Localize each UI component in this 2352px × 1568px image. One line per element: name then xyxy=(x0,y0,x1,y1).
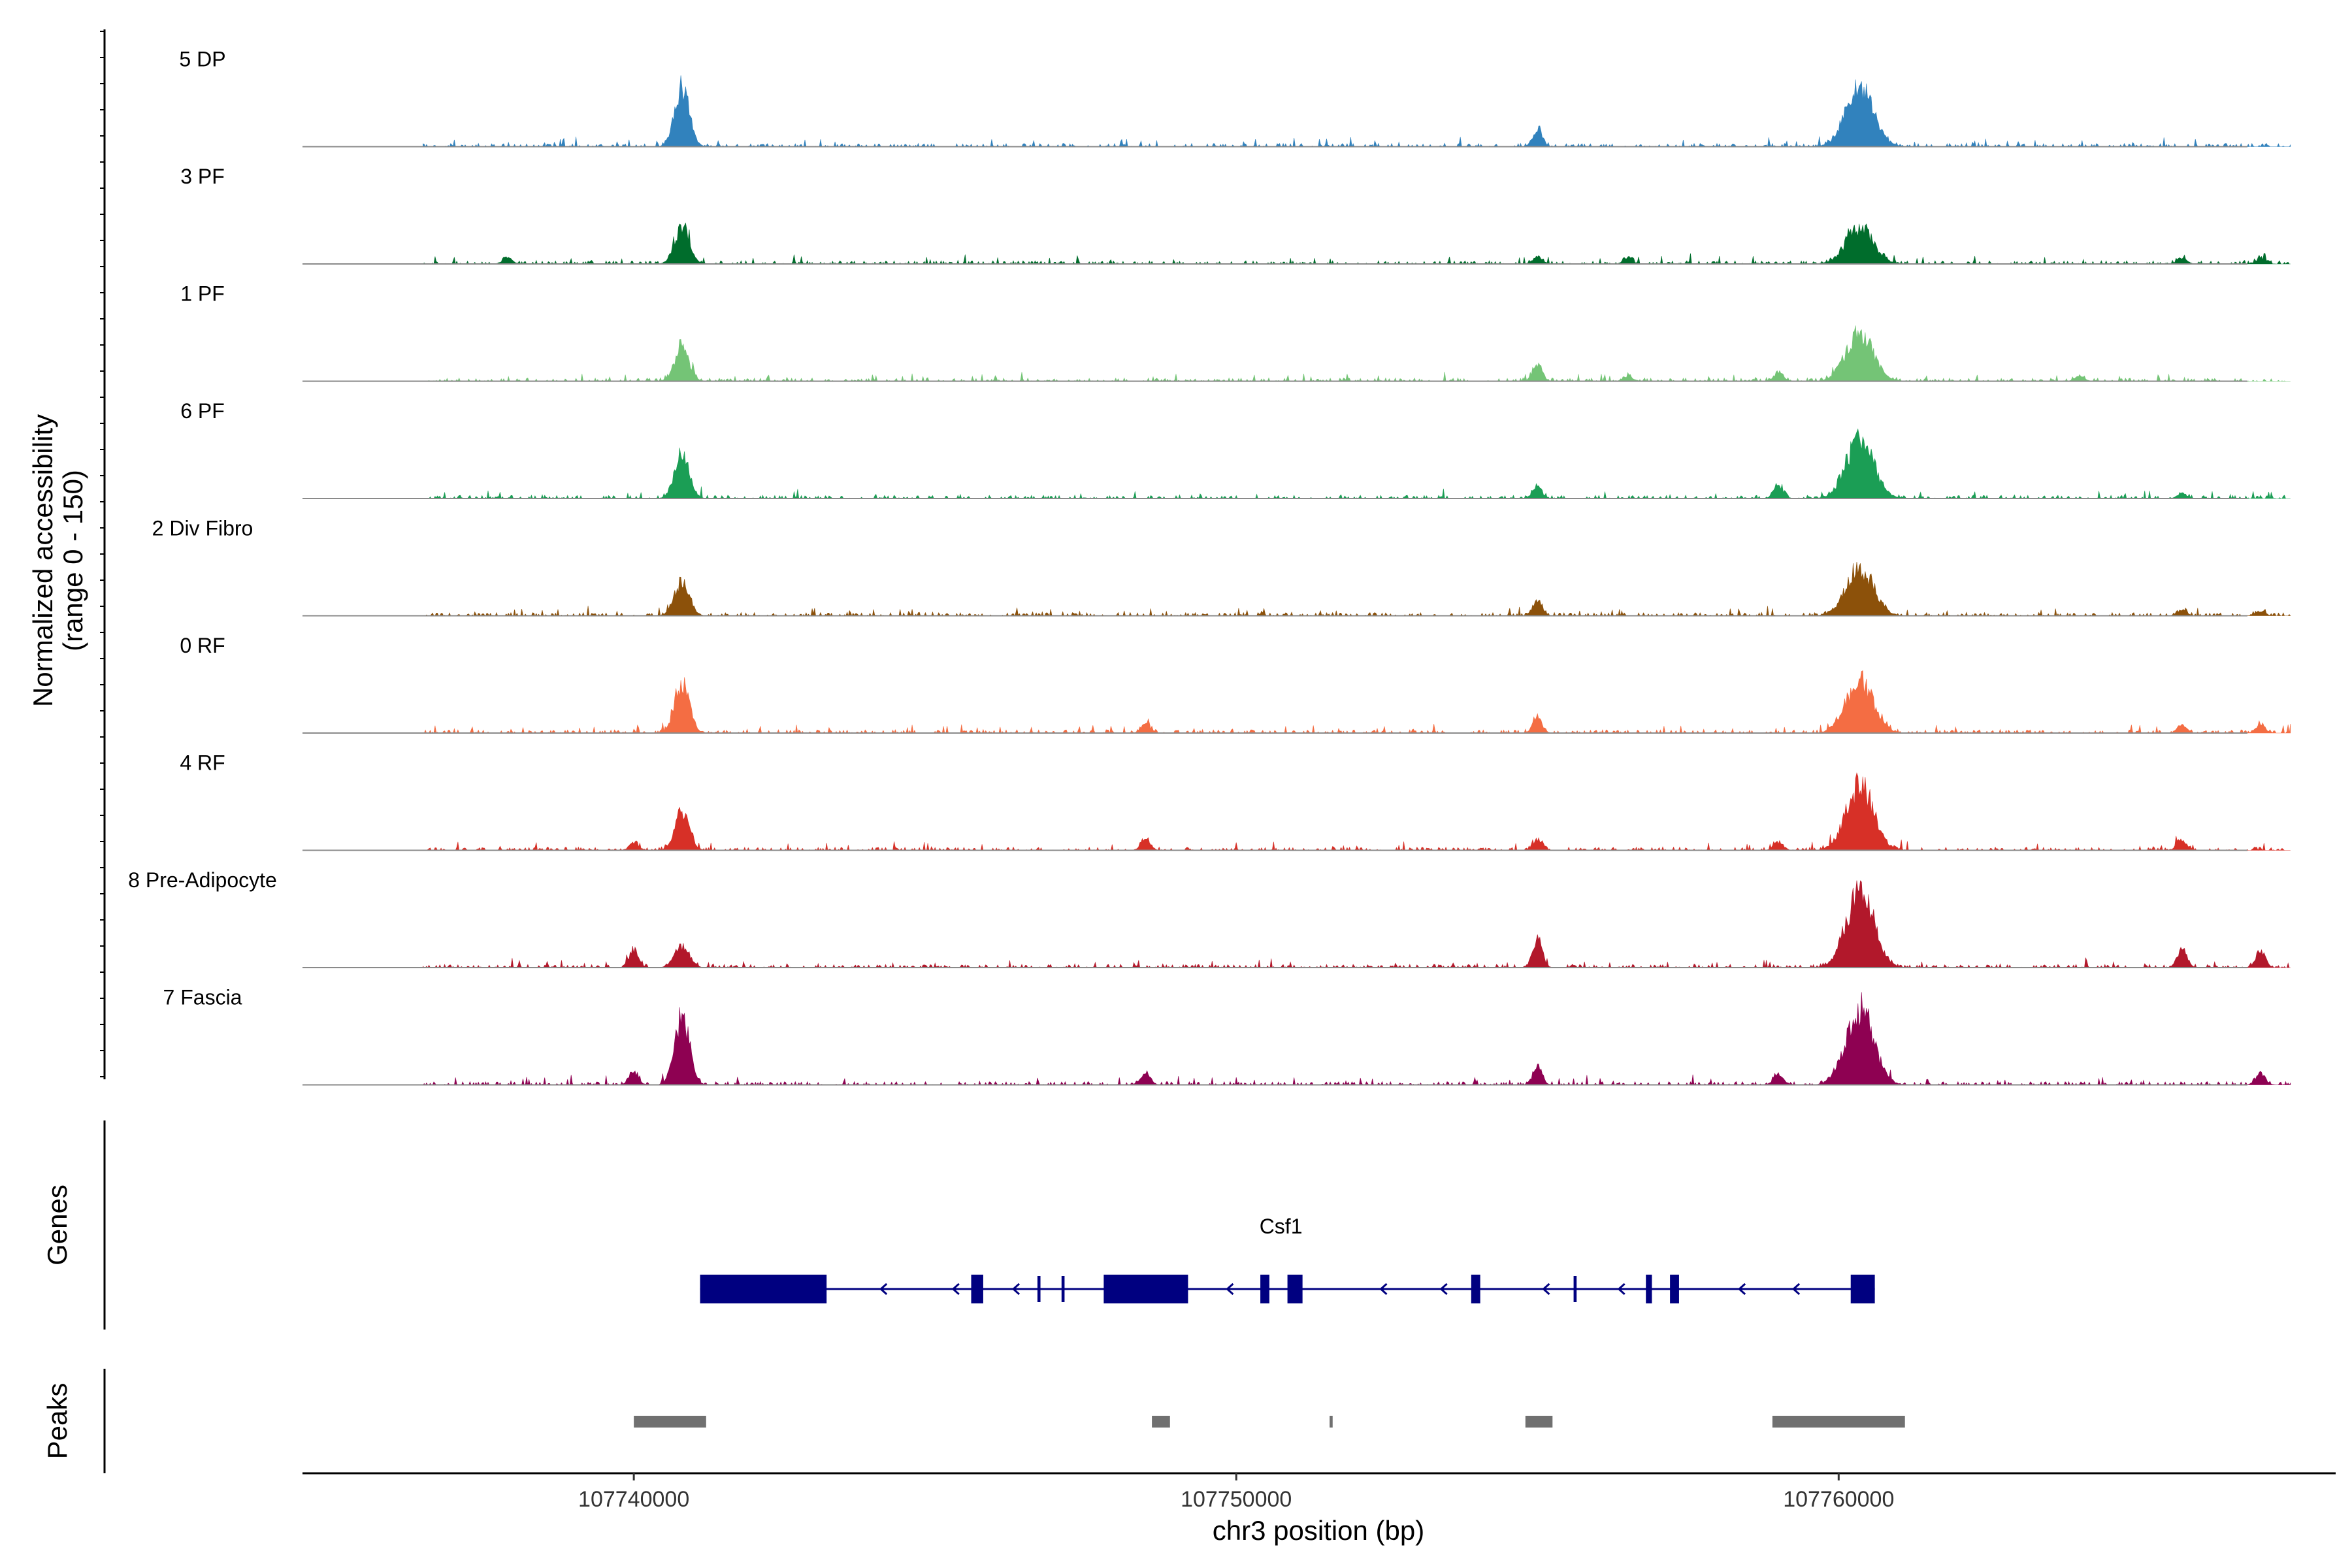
gene-strand-arrow xyxy=(1542,1282,1550,1296)
gene-exon xyxy=(1260,1275,1269,1303)
peak-region xyxy=(1525,1416,1553,1428)
gene-exon xyxy=(1061,1276,1065,1302)
track-signal-area xyxy=(422,222,2291,265)
x-tick-label: 107740000 xyxy=(578,1487,689,1512)
gene-strand-arrow xyxy=(1226,1282,1234,1296)
track-signal-area xyxy=(423,562,2291,617)
track-signal-area xyxy=(423,325,2291,382)
gene-exon xyxy=(971,1275,983,1303)
track-8-pre-adipocyte: 8 Pre-Adipocyte xyxy=(128,868,2291,968)
gene-strand-arrow xyxy=(879,1282,888,1296)
track-label: 7 Fascia xyxy=(163,986,242,1009)
track-7-fascia: 7 Fascia xyxy=(163,986,2291,1086)
gene-strand-arrow xyxy=(1379,1282,1388,1296)
track-4-rf: 4 RF xyxy=(180,751,2291,851)
peak-regions xyxy=(634,1416,1905,1428)
y-axis-title-line1: Normalized accessibility xyxy=(27,414,58,707)
peak-region xyxy=(1772,1416,1905,1428)
coverage-y-axis-ticks xyxy=(100,31,105,1077)
track-5-dp: 5 DP xyxy=(179,48,2291,148)
track-signal-area xyxy=(423,670,2291,734)
track-label: 6 PF xyxy=(180,399,225,423)
gene-exon xyxy=(1037,1276,1041,1302)
track-label: 3 PF xyxy=(180,165,225,188)
gene-strand-arrow xyxy=(1011,1282,1021,1296)
x-tick-label: 107760000 xyxy=(1783,1487,1894,1512)
gene-exon xyxy=(1573,1276,1577,1302)
track-label: 1 PF xyxy=(180,282,225,306)
gene-strand-arrow xyxy=(951,1282,960,1296)
x-axis-title: chr3 position (bp) xyxy=(1213,1515,1425,1546)
gene-exon xyxy=(1471,1275,1480,1303)
track-6-pf: 6 PF xyxy=(180,399,2291,500)
gene-exon xyxy=(1670,1275,1679,1303)
track-signal-area xyxy=(422,992,2291,1086)
track-signal-area xyxy=(423,428,2291,500)
gene-strand-arrow xyxy=(1439,1282,1448,1296)
track-2-div-fibro: 2 Div Fibro xyxy=(152,517,2291,617)
y-axis-title-line2: (range 0 - 150) xyxy=(57,470,88,651)
gene-exon xyxy=(1850,1275,1875,1303)
gene-model: Csf1 xyxy=(700,1215,1875,1303)
track-3-pf: 3 PF xyxy=(180,165,2291,265)
gene-exon xyxy=(1287,1275,1303,1303)
track-signal-area xyxy=(423,772,2291,851)
genes-panel-label: Genes xyxy=(42,1184,73,1266)
gene-strand-arrow xyxy=(1791,1282,1801,1296)
track-label: 0 RF xyxy=(180,634,225,657)
track-signal-area xyxy=(423,880,2291,968)
gene-exon xyxy=(1646,1275,1652,1303)
track-label: 5 DP xyxy=(179,48,225,71)
track-label: 4 RF xyxy=(180,751,225,775)
track-1-pf: 1 PF xyxy=(180,282,2291,382)
coverage-tracks: 5 DP 3 PF 1 PF 6 PF 2 Div Fibro 0 RF 4 RF 8 Pre… xyxy=(128,48,2291,1086)
gene-name-label: Csf1 xyxy=(1260,1215,1303,1238)
peak-region xyxy=(1152,1416,1170,1428)
gene-strand-arrow xyxy=(1737,1282,1746,1296)
track-label: 2 Div Fibro xyxy=(152,517,253,540)
track-0-rf: 0 RF xyxy=(180,634,2291,734)
peaks-panel-label: Peaks xyxy=(42,1383,73,1460)
track-label: 8 Pre-Adipocyte xyxy=(128,868,277,892)
gene-strand-arrow xyxy=(1617,1282,1625,1296)
gene-exon xyxy=(700,1275,827,1303)
track-signal-area xyxy=(423,75,2291,148)
x-axis-ticks: 107740000 107750000 107760000 xyxy=(578,1473,1894,1512)
peak-region xyxy=(634,1416,706,1428)
y-axis-title: Normalized accessibility (range 0 - 150) xyxy=(27,414,88,707)
x-tick-label: 107750000 xyxy=(1181,1487,1292,1512)
gene-exon xyxy=(1103,1275,1188,1303)
peak-region xyxy=(1330,1416,1333,1428)
